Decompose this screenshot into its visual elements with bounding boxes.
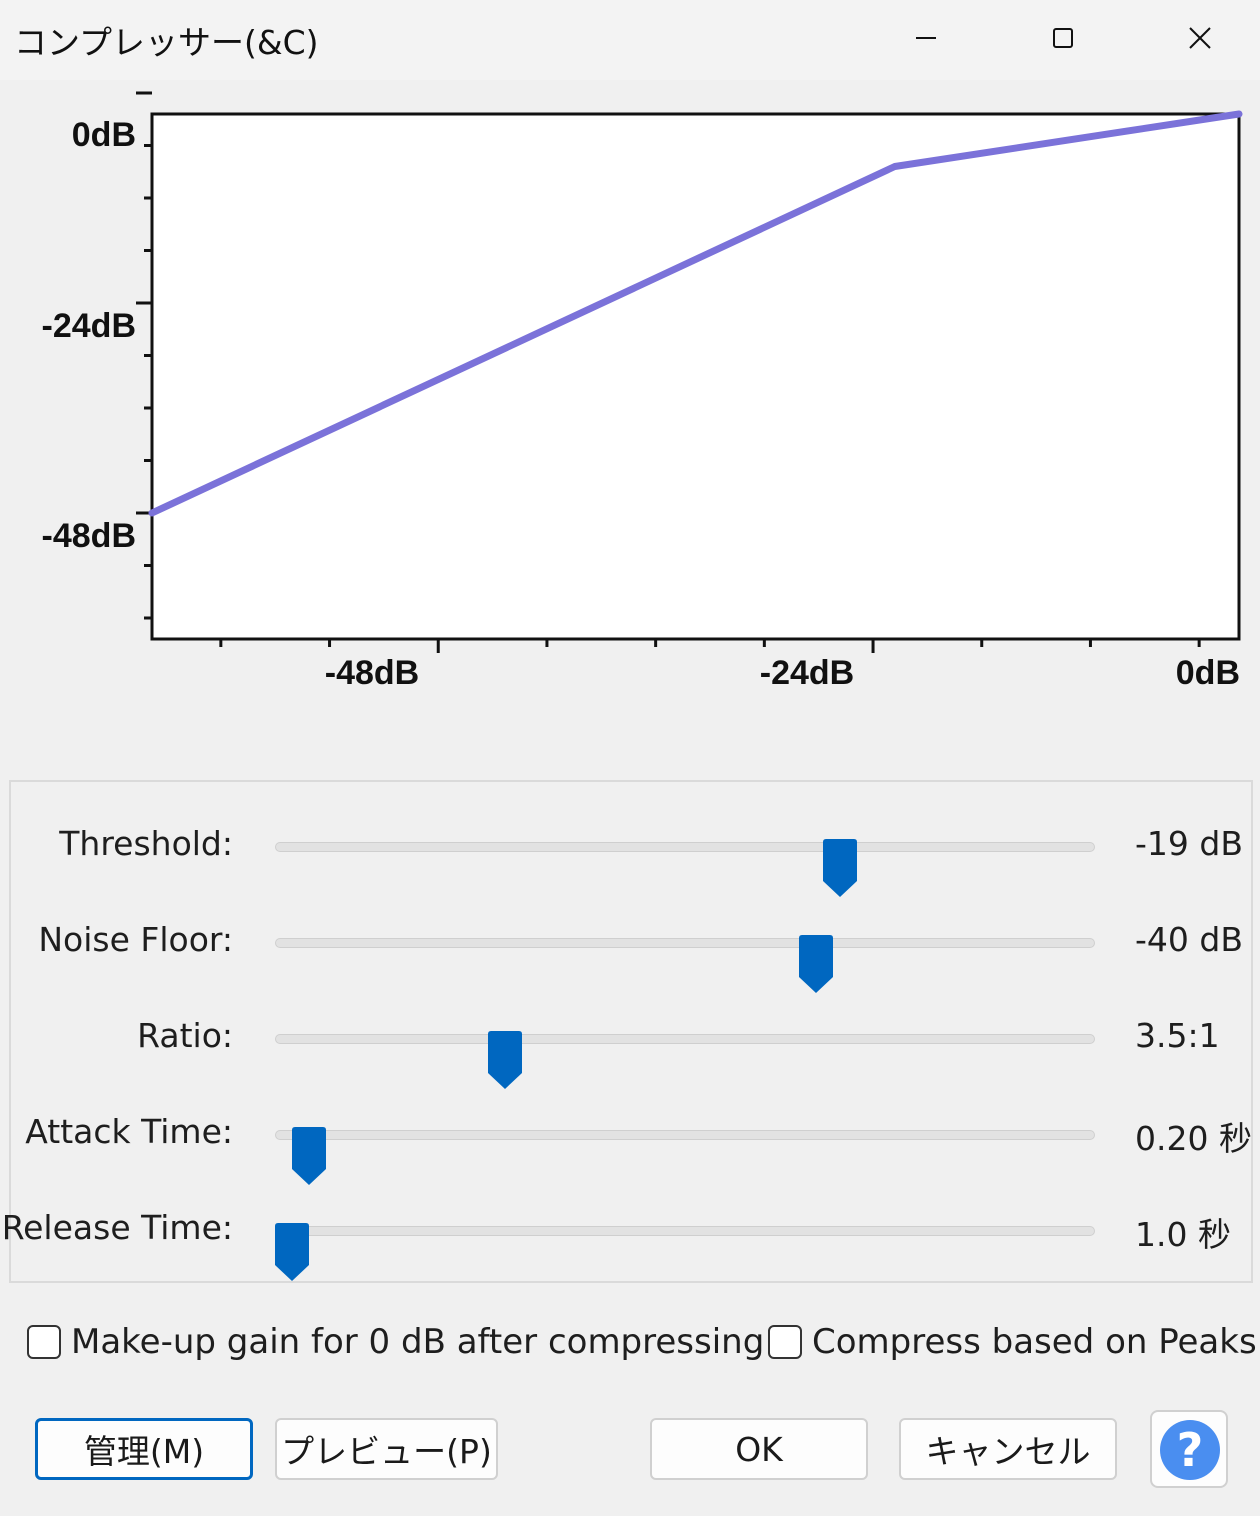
threshold-slider-thumb[interactable]	[823, 839, 858, 899]
help-icon: ?	[1160, 1420, 1220, 1480]
makeup-gain-label: Make-up gain for 0 dB after compressing	[71, 1322, 765, 1362]
ratio-slider[interactable]	[275, 1031, 1095, 1089]
maximize-button[interactable]	[1003, 8, 1123, 68]
makeup-gain-option[interactable]: Make-up gain for 0 dB after compressing	[27, 1320, 764, 1364]
threshold-label: Threshold:	[59, 824, 233, 863]
close-icon	[1189, 27, 1211, 49]
release-time-slider-thumb[interactable]	[275, 1223, 310, 1283]
ratio-label: Ratio:	[137, 1016, 233, 1055]
threshold-row: Threshold: -19 dB	[11, 816, 1255, 897]
y-tick-label-0: 0dB	[72, 116, 136, 154]
noise-floor-slider-thumb[interactable]	[798, 935, 833, 995]
minimize-button[interactable]	[866, 8, 986, 68]
slider-panel: Threshold: -19 dB Noise Floor: -40 dB Ra…	[2, 780, 1255, 1283]
noise-floor-value: -40 dB	[1135, 920, 1243, 959]
makeup-gain-checkbox[interactable]	[27, 1325, 61, 1359]
ratio-slider-thumb[interactable]	[488, 1031, 523, 1091]
threshold-value: -19 dB	[1135, 824, 1243, 863]
x-tick-label-1: -24dB	[760, 654, 854, 692]
release-time-slider[interactable]	[275, 1223, 1095, 1281]
release-time-value: 1.0 秒	[1135, 1215, 1231, 1254]
noise-floor-label: Noise Floor:	[38, 920, 233, 959]
help-button[interactable]: ?	[1150, 1410, 1228, 1488]
release-time-row: Release Time: 1.0 秒	[2, 1200, 1255, 1281]
compressor-curve-graph: 0dB -24dB -48dB -48dB -24dB 0dB	[42, 91, 1243, 692]
y-tick-label-2: -48dB	[42, 517, 136, 555]
manage-button[interactable]: 管理(M)	[35, 1418, 253, 1480]
graph-plot-area	[150, 112, 1241, 641]
threshold-slider[interactable]	[275, 839, 1095, 897]
noise-floor-row: Noise Floor: -40 dB	[11, 912, 1255, 993]
peaks-option[interactable]: Compress based on Peaks	[768, 1320, 1257, 1364]
attack-time-slider-thumb[interactable]	[291, 1127, 326, 1187]
ratio-row: Ratio: 3.5:1	[11, 1008, 1255, 1089]
attack-time-value: 0.20 秒	[1135, 1119, 1252, 1158]
close-button[interactable]	[1140, 8, 1260, 68]
attack-time-row: Attack Time: 0.20 秒	[11, 1104, 1255, 1185]
ratio-value: 3.5:1	[1135, 1016, 1220, 1055]
x-tick-label-0: -48dB	[325, 654, 419, 692]
x-tick-label-2: 0dB	[1176, 654, 1240, 692]
minimize-icon	[916, 37, 936, 39]
window-title: コンプレッサー(&C)	[14, 23, 319, 62]
peaks-checkbox[interactable]	[768, 1325, 802, 1359]
ok-button[interactable]: OK	[650, 1418, 868, 1480]
noise-floor-slider[interactable]	[275, 935, 1095, 993]
title-bar: コンプレッサー(&C)	[0, 0, 1260, 80]
cancel-button[interactable]: キャンセル	[899, 1418, 1117, 1480]
attack-time-slider[interactable]	[275, 1127, 1095, 1185]
peaks-label: Compress based on Peaks	[812, 1322, 1257, 1362]
release-time-label: Release Time:	[1, 1208, 233, 1247]
maximize-icon	[1053, 28, 1073, 48]
compression-curve-line	[148, 110, 1243, 517]
preview-button[interactable]: プレビュー(P)	[275, 1418, 498, 1480]
y-tick-label-1: -24dB	[42, 307, 136, 345]
attack-time-label: Attack Time:	[25, 1112, 233, 1151]
